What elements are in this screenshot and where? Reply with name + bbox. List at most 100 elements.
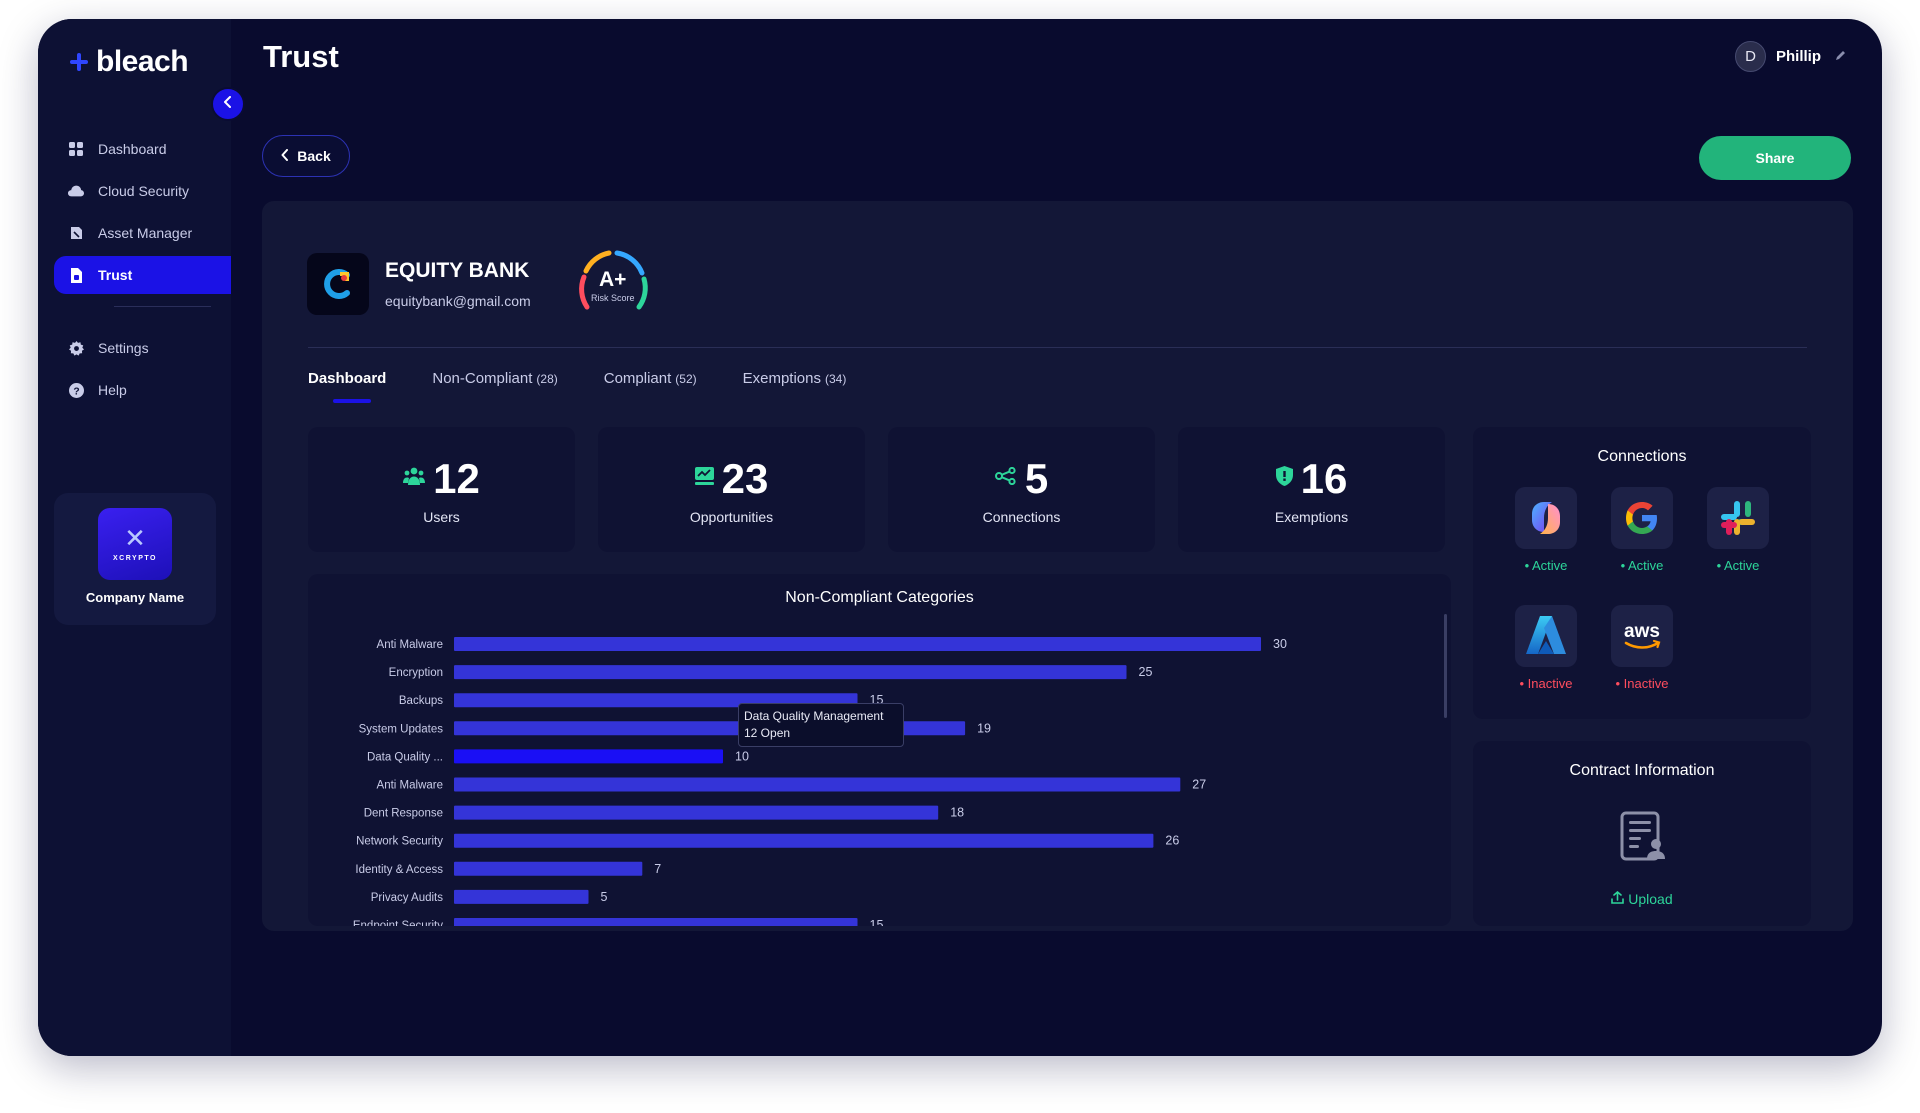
sidebar-item-asset-manager[interactable]: Asset Manager xyxy=(54,214,231,252)
bar[interactable] xyxy=(454,777,1181,792)
org-name: EQUITY BANK xyxy=(385,259,530,282)
tab-count: (34) xyxy=(825,372,847,386)
sidebar-item-trust[interactable]: Trust xyxy=(54,256,231,294)
grid-icon xyxy=(68,141,84,157)
tooltip-title: Data Quality Management xyxy=(744,709,884,723)
category-label: Backups xyxy=(399,695,443,707)
contract-info-card: Contract Information Upload xyxy=(1473,741,1811,926)
trust-panel: EQUITY BANK equitybank@gmail.com A+ Risk… xyxy=(262,201,1853,931)
category-label: Identity & Access xyxy=(355,864,443,876)
tooltip-detail: 12 Open xyxy=(744,726,791,740)
stat-value: 12 xyxy=(433,454,480,502)
stat-value: 5 xyxy=(1024,454,1049,502)
tab-label: Exemptions xyxy=(742,370,821,387)
aws-icon: aws xyxy=(1611,605,1673,667)
tab-count: (28) xyxy=(536,372,558,386)
category-label: Data Quality ... xyxy=(367,751,443,763)
page-title: Trust xyxy=(263,39,339,74)
company-logo: ✕ XCRYPTO xyxy=(98,508,172,580)
stat-value: 23 xyxy=(721,454,769,502)
risk-caption: Risk Score xyxy=(590,293,635,303)
bar[interactable] xyxy=(454,861,643,876)
share-button[interactable]: Share xyxy=(1699,136,1851,180)
user-name: Phillip xyxy=(1776,48,1821,65)
sidebar-divider xyxy=(114,306,211,307)
sidebar-item-help[interactable]: ? Help xyxy=(54,371,231,409)
connection-aws[interactable]: aws • Inactive xyxy=(1607,605,1677,691)
document-icon xyxy=(68,267,84,283)
bar[interactable] xyxy=(454,805,939,820)
upload-button[interactable]: Upload xyxy=(1473,890,1811,907)
connection-copilot[interactable]: • Active xyxy=(1511,487,1581,573)
tab-exemptions[interactable]: Exemptions (34) xyxy=(743,358,847,399)
chart-tooltip: Data Quality Management 12 Open xyxy=(738,703,904,747)
bar-chart: Anti Malware 30 Encryption 25 Backups 15 Syste… xyxy=(353,637,1287,926)
bar[interactable] xyxy=(454,749,723,764)
chart-title: Non-Compliant Categories xyxy=(785,589,974,606)
tab-compliant[interactable]: Compliant (52) xyxy=(604,358,697,399)
bar-value-label: 25 xyxy=(1139,665,1153,679)
collapse-sidebar-button[interactable] xyxy=(211,87,245,121)
stat-card-opportunities[interactable]: 23 Opportunities xyxy=(598,427,865,552)
pencil-icon[interactable] xyxy=(1835,50,1846,64)
copilot-icon xyxy=(1515,487,1577,549)
back-label: Back xyxy=(297,148,331,164)
sidebar-item-label: Asset Manager xyxy=(98,225,193,241)
company-card[interactable]: ✕ XCRYPTO Company Name xyxy=(54,493,216,625)
bar[interactable] xyxy=(454,918,858,926)
category-label: Privacy Audits xyxy=(371,892,443,904)
bar[interactable] xyxy=(454,637,1261,651)
gear-icon xyxy=(68,340,84,356)
sidebar-item-dashboard[interactable]: Dashboard xyxy=(54,130,231,168)
sidebar: bleach Dashboard Cloud Security Asset Ma… xyxy=(38,19,231,1056)
bar-value-label: 7 xyxy=(654,862,661,876)
cloud-icon xyxy=(68,183,84,199)
connection-azure[interactable]: • Inactive xyxy=(1511,605,1581,691)
slack-icon xyxy=(1707,487,1769,549)
chart-scrollbar[interactable] xyxy=(1444,614,1447,718)
tab-label: Dashboard xyxy=(308,370,387,387)
upload-label: Upload xyxy=(1628,891,1673,907)
risk-grade: A+ xyxy=(599,268,627,291)
org-header: EQUITY BANK equitybank@gmail.com A+ Risk… xyxy=(307,247,655,321)
avatar[interactable]: D xyxy=(1735,41,1766,72)
company-logo-text: XCRYPTO xyxy=(113,554,157,562)
sidebar-item-settings[interactable]: Settings xyxy=(54,329,231,367)
sidebar-nav: Dashboard Cloud Security Asset Manager T… xyxy=(54,130,231,413)
connections-title: Connections xyxy=(1597,448,1687,465)
sidebar-item-cloud-security[interactable]: Cloud Security xyxy=(54,172,231,210)
connection-google[interactable]: • Active xyxy=(1607,487,1677,573)
app-window: bleach Dashboard Cloud Security Asset Ma… xyxy=(38,19,1882,1056)
bar[interactable] xyxy=(454,889,589,904)
equity-bank-logo-icon xyxy=(324,269,350,299)
category-label: Encryption xyxy=(389,667,443,679)
sidebar-item-label: Settings xyxy=(98,340,149,356)
stat-card-users[interactable]: 12 Users xyxy=(308,427,575,552)
category-label: Anti Malware xyxy=(377,639,443,651)
bar-value-label: 15 xyxy=(870,918,884,926)
bar-value-label: 27 xyxy=(1192,778,1206,792)
bar[interactable] xyxy=(454,665,1127,680)
risk-score-gauge: A+ Risk Score xyxy=(571,247,655,321)
shield-icon xyxy=(1275,465,1293,492)
bar[interactable] xyxy=(454,833,1154,848)
category-label: System Updates xyxy=(359,723,444,735)
stat-card-connections[interactable]: 5 Connections xyxy=(888,427,1155,552)
tab-label: Non-Compliant xyxy=(432,370,533,387)
stat-card-exemptions[interactable]: 16 Exemptions xyxy=(1178,427,1445,552)
company-name: Company Name xyxy=(85,590,185,605)
connection-slack[interactable]: • Active xyxy=(1703,487,1773,573)
back-button[interactable]: Back xyxy=(262,135,350,177)
tab-non-compliant[interactable]: Non-Compliant (28) xyxy=(432,358,557,399)
bar-value-label: 26 xyxy=(1165,834,1179,848)
help-icon: ? xyxy=(68,382,84,398)
category-label: Network Security xyxy=(356,836,443,848)
stat-label: Exemptions xyxy=(1274,508,1349,525)
app-logo[interactable]: bleach xyxy=(70,45,189,79)
bar-value-label: 19 xyxy=(977,721,991,735)
tab-bar: Dashboard Non-Compliant (28) Compliant (52… xyxy=(308,358,847,403)
user-menu[interactable]: D Phillip xyxy=(1735,41,1846,72)
x-logo-icon: ✕ xyxy=(124,522,146,553)
tab-dashboard[interactable]: Dashboard xyxy=(308,358,387,403)
non-compliant-chart-card: Non-Compliant Categories Anti Malware 30 E… xyxy=(308,574,1451,926)
